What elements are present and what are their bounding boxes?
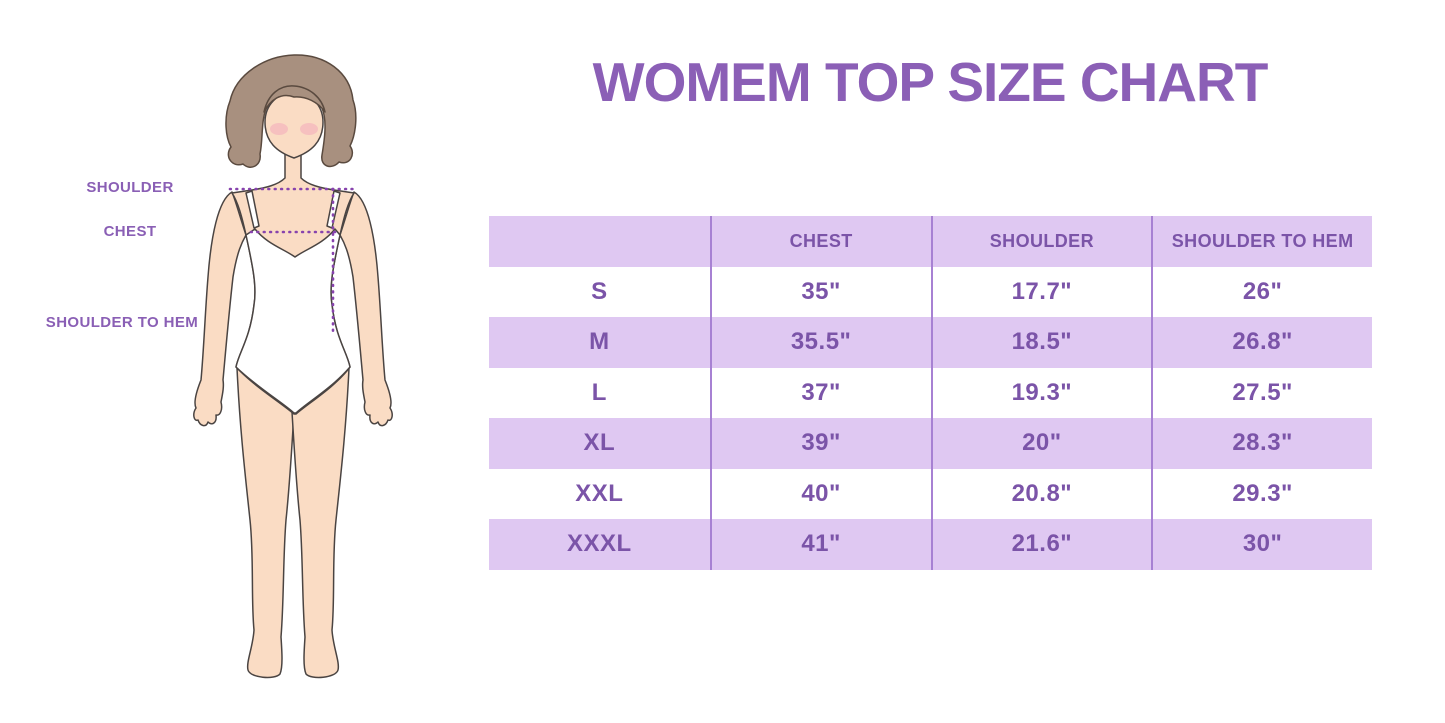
shoulder-cell: 20" [930, 418, 1152, 469]
shoulder-to-hem-label: SHOULDER TO HEM [45, 314, 199, 331]
shoulder-to-hem-cell: 29.3" [1151, 468, 1372, 519]
chest-cell: 37" [709, 367, 931, 418]
left-blush [270, 123, 288, 135]
shoulder-cell: 18.5" [930, 317, 1152, 368]
page-title: WOMEM TOP SIZE CHART [592, 51, 1269, 113]
size-cell: XL [583, 429, 616, 457]
table-row: M 35.5" 18.5" 26.8" [489, 317, 1372, 368]
header-cell-shoulder: SHOULDER [930, 216, 1152, 267]
chest-cell: 35.5" [709, 317, 931, 368]
size-cell: S [591, 277, 608, 305]
body-figure-svg [193, 54, 393, 679]
table-row: XXL 40" 20.8" 29.3" [489, 468, 1372, 519]
shoulder-to-hem-cell: 28.3" [1151, 418, 1372, 469]
left-strap [245, 190, 260, 229]
header-cell-size [489, 216, 710, 267]
body-figure-illustration [180, 52, 410, 687]
size-cell: XXL [575, 479, 624, 507]
table-row: XXXL 41" 21.6" 30" [489, 519, 1372, 570]
face [264, 91, 324, 159]
chest-cell: 40" [709, 468, 931, 519]
shoulder-cell: 20.8" [930, 468, 1152, 519]
table-row: XL 39" 20" 28.3" [489, 418, 1372, 469]
shoulder-cell: 19.3" [930, 367, 1152, 418]
shoulder-to-hem-cell: 27.5" [1151, 367, 1372, 418]
size-chart-table: CHEST SHOULDER SHOULDER TO HEM S 35" 17.… [489, 216, 1372, 570]
shoulder-to-hem-cell: 26" [1151, 266, 1372, 317]
chest-cell: 39" [709, 418, 931, 469]
table-row: S 35" 17.7" 26" [489, 266, 1372, 317]
left-arm [193, 191, 247, 427]
shoulder-label: SHOULDER [86, 179, 174, 196]
shoulder-to-hem-cell: 30" [1151, 519, 1372, 570]
header-cell-shoulder-to-hem: SHOULDER TO HEM [1151, 216, 1372, 267]
size-cell: L [591, 378, 607, 406]
chest-label: CHEST [103, 223, 157, 240]
shoulder-cell: 21.6" [930, 519, 1152, 570]
size-cell: XXXL [567, 530, 632, 558]
chest-cell: 41" [709, 519, 931, 570]
hair-bangs [263, 85, 326, 113]
right-leg [291, 367, 350, 679]
table-row: L 37" 19.3" 27.5" [489, 367, 1372, 418]
right-arm [339, 191, 393, 427]
table-header-row: CHEST SHOULDER SHOULDER TO HEM [489, 216, 1372, 267]
right-blush [300, 123, 318, 135]
chest-cell: 35" [709, 266, 931, 317]
shoulder-cell: 17.7" [930, 266, 1152, 317]
size-cell: M [589, 328, 610, 356]
shoulder-to-hem-cell: 26.8" [1151, 317, 1372, 368]
left-leg [236, 367, 295, 679]
header-cell-chest: CHEST [709, 216, 931, 267]
bodysuit [235, 228, 351, 414]
